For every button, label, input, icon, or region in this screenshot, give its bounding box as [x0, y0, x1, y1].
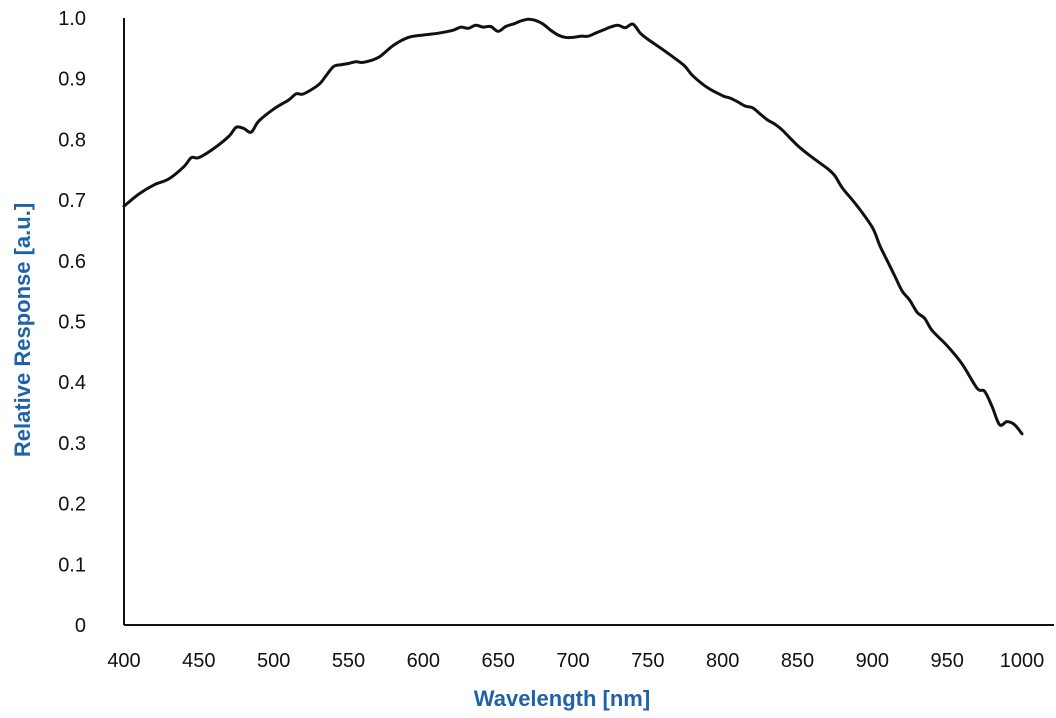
y-tick-label: 0.9: [58, 69, 86, 91]
x-tick-label: 550: [332, 650, 365, 672]
y-tick-label: 0.6: [58, 251, 86, 273]
y-tick-label: 0.7: [58, 190, 86, 212]
x-tick-label: 850: [781, 650, 814, 672]
y-tick-label: 0.3: [58, 433, 86, 455]
y-tick-label: 0.1: [58, 554, 86, 576]
chart-axes: [123, 18, 1054, 626]
x-axis-title: Wavelength [nm]: [474, 686, 650, 711]
x-tick-label: 400: [107, 650, 140, 672]
x-tick-label: 600: [407, 650, 440, 672]
x-tick-label: 1000: [1000, 650, 1045, 672]
x-tick-label: 500: [257, 650, 290, 672]
x-tick-label: 650: [481, 650, 514, 672]
x-tick-label: 900: [856, 650, 889, 672]
y-tick-label: 1.0: [58, 8, 86, 30]
series-group: [122, 17, 1024, 436]
x-tick-label: 450: [182, 650, 215, 672]
x-tick-label: 700: [556, 650, 589, 672]
y-axis-title: Relative Response [a.u.]: [10, 203, 35, 457]
x-tick-label: 800: [706, 650, 739, 672]
y-tick-label: 0.2: [58, 494, 86, 516]
y-tick-label: 0: [75, 615, 86, 637]
y-tick-label: 0.5: [58, 312, 86, 334]
y-axis-ticks: 0 0.1 0.2 0.3 0.4 0.5 0.6 0.7 0.8 0.9 1.0: [58, 8, 86, 637]
x-tick-label: 950: [930, 650, 963, 672]
y-tick-label: 0.8: [58, 129, 86, 151]
series-line: [122, 17, 1024, 436]
x-axis-ticks: 400 450 500 550 600 650 700 750 800 850 900 950 1000: [107, 650, 1044, 672]
x-tick-label: 750: [631, 650, 664, 672]
y-tick-label: 0.4: [58, 372, 86, 394]
